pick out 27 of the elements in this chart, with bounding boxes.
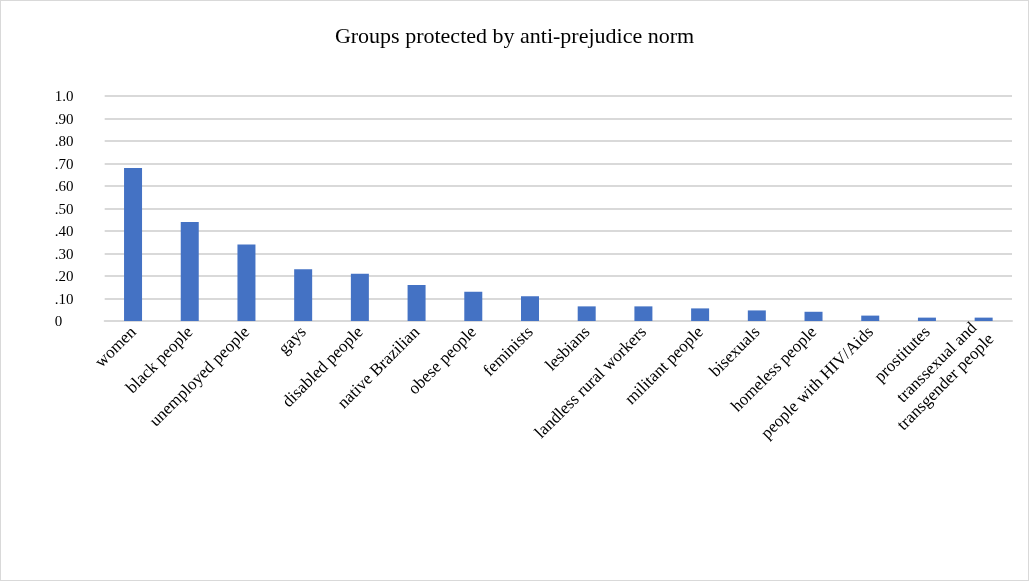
y-tick-label: 0 [54, 313, 63, 329]
y-tick-label: .80 [54, 133, 74, 149]
bar [861, 315, 880, 321]
y-tick-label: .20 [54, 268, 74, 284]
bar [634, 306, 653, 321]
bar [124, 168, 143, 321]
bar [691, 308, 710, 321]
y-tick-label: .60 [54, 178, 74, 194]
y-tick-label: .50 [54, 200, 74, 217]
x-tick-label: gays [274, 322, 310, 358]
y-tick-label: .90 [54, 110, 74, 127]
bar [294, 269, 313, 321]
chart-title: Groups protected by anti-prejudice norm [334, 22, 695, 48]
bar [350, 273, 369, 321]
y-tick-label: 1.0 [54, 88, 74, 104]
bar [577, 306, 596, 321]
bar [180, 222, 199, 321]
bar [520, 296, 539, 321]
bar [747, 310, 766, 321]
y-tick-label: .40 [54, 223, 74, 239]
bar [237, 244, 256, 321]
y-tick-label: .70 [54, 155, 74, 172]
bar [464, 291, 483, 321]
bar [804, 311, 823, 321]
bar [407, 285, 426, 321]
y-tick-label: .30 [54, 245, 74, 262]
y-tick-label: .10 [54, 290, 74, 307]
